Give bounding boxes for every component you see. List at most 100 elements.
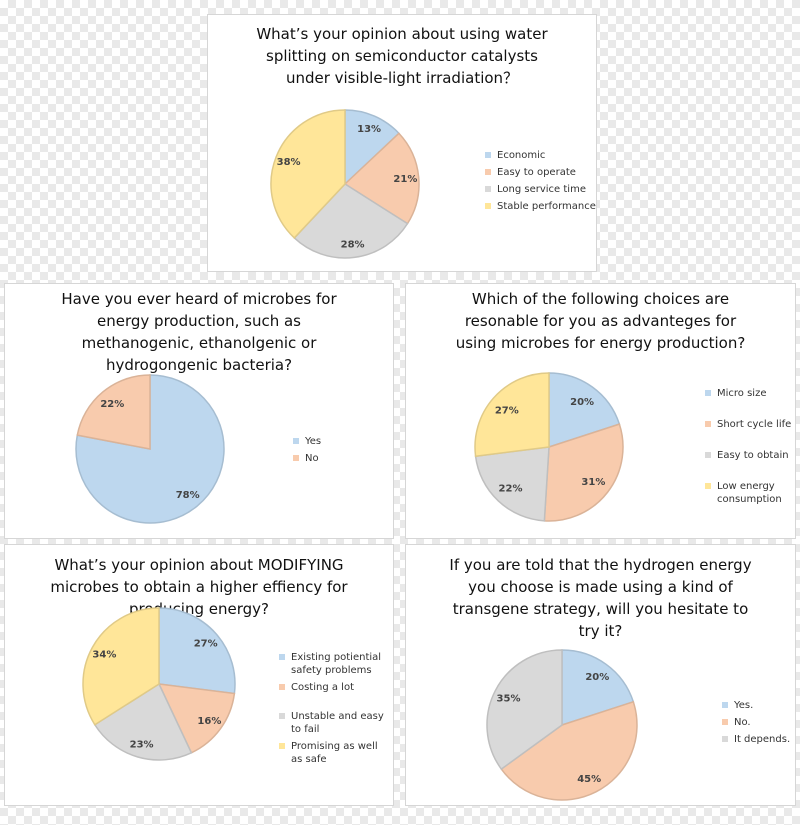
legend-item: Short cycle life: [705, 418, 793, 431]
legend-swatch: [279, 654, 285, 660]
chart-panel-2: Have you ever heard of microbes for ener…: [4, 283, 394, 539]
legend-label: Long service time: [497, 184, 586, 195]
legend-swatch: [705, 421, 711, 427]
legend-label: Easy to operate: [497, 167, 576, 178]
pie-slice-unstable-and-easy-to-fail: [93, 682, 193, 761]
chart-title-1: What’s your opinion about using water sp…: [256, 25, 548, 87]
pie-slice-no: [500, 700, 638, 801]
legend-swatch: [722, 719, 728, 725]
chart-title-5: If you are told that the hydrogen energy…: [449, 556, 752, 640]
pie-slice-promising-as-well-as-safe: [82, 607, 160, 726]
legend-3: Micro size Short cycle life Easy to obta…: [705, 387, 793, 506]
pie-data-label: 78%: [176, 490, 200, 501]
pie-slice-no: [76, 374, 151, 450]
legend-label: Existing potiential safety problems: [291, 652, 382, 676]
legend-swatch: [485, 203, 491, 209]
legend-item: Economic: [485, 149, 596, 162]
pie-data-label: 22%: [100, 399, 124, 410]
legend-item: No: [293, 452, 321, 465]
legend-label: Unstable and easy to fail: [291, 711, 384, 735]
pie-chart-5: 20% 45% 35%: [486, 649, 638, 801]
legend-item: No.: [722, 716, 790, 729]
legend-5: Yes. No. It depends.: [722, 699, 790, 746]
legend-swatch: [485, 186, 491, 192]
legend-2: Yes No: [293, 435, 321, 465]
pie-data-label: 13%: [357, 124, 381, 135]
legend-label: Easy to obtain: [717, 450, 789, 461]
legend-label: Yes: [305, 436, 322, 447]
legend-item: Long service time: [485, 183, 596, 196]
legend-label: Micro size: [717, 388, 767, 399]
pie-chart-4: 27% 16% 23% 34%: [82, 607, 236, 761]
pie-slice-stable-performance: [270, 109, 346, 240]
pie-data-label: 45%: [577, 774, 601, 785]
legend-swatch: [485, 152, 491, 158]
legend-item: Yes.: [722, 699, 790, 712]
legend-item: Promising as well as safe: [279, 740, 391, 766]
pie-data-label: 21%: [393, 174, 417, 185]
pie-slice-long-service-time: [293, 183, 409, 259]
legend-label: Stable performance: [497, 201, 596, 212]
legend-item: Low energy consumption: [705, 480, 793, 506]
legend-swatch: [293, 455, 299, 461]
legend-item: Micro size: [705, 387, 793, 400]
pie-chart-2: 78% 22%: [75, 374, 225, 524]
pie-data-label: 23%: [130, 739, 154, 750]
pie-slice-yes: [561, 649, 635, 727]
pie-data-label: 20%: [585, 672, 609, 683]
pie-data-label: 22%: [499, 484, 523, 495]
legend-swatch: [722, 702, 728, 708]
chart-panel-4: What’s your opinion about MODIFYING micr…: [4, 544, 394, 806]
chart-panel-3: Which of the following choices are reson…: [405, 283, 796, 539]
legend-label: Short cycle life: [717, 419, 792, 430]
legend-item: Existing potiential safety problems: [279, 651, 391, 677]
pie-chart-1: 13% 21% 28% 38%: [270, 109, 420, 259]
legend-label: No: [305, 453, 319, 464]
chart-title-2: Have you ever heard of microbes for ener…: [61, 290, 337, 374]
pie-data-label: 16%: [197, 716, 221, 727]
chart-panel-5: If you are told that the hydrogen energy…: [405, 544, 796, 806]
legend-label: Costing a lot: [291, 682, 354, 693]
legend-item: Easy to obtain: [705, 449, 793, 462]
legend-item: Stable performance: [485, 200, 596, 213]
legend-label: No.: [734, 717, 751, 728]
legend-item: It depends.: [722, 733, 790, 746]
pie-slice-easy-to-operate: [343, 132, 420, 225]
pie-slice-costing-a-lot: [157, 683, 236, 754]
pie-data-label: 28%: [341, 240, 365, 251]
pie-data-label: 38%: [277, 157, 301, 168]
legend-label: Yes.: [734, 700, 754, 711]
legend-swatch: [279, 684, 285, 690]
pie-data-label: 20%: [570, 397, 594, 408]
legend-label: It depends.: [734, 734, 791, 745]
legend-label: Economic: [497, 150, 546, 161]
legend-swatch: [705, 483, 711, 489]
legend-swatch: [485, 169, 491, 175]
legend-swatch: [279, 743, 285, 749]
pie-slice-short-cycle-life: [543, 423, 624, 522]
legend-1: Economic Easy to operate Long service ti…: [485, 149, 596, 213]
pie-slice-existing-potiential-safety-problems: [158, 607, 236, 695]
pie-slice-easy-to-obtain: [474, 446, 550, 522]
pie-data-label: 27%: [495, 405, 519, 416]
chart-panel-1: What’s your opinion about using water sp…: [207, 14, 597, 272]
chart-title-3: Which of the following choices are reson…: [455, 290, 746, 352]
pie-slice-it-depends: [486, 649, 563, 771]
legend-item: Yes: [293, 435, 321, 448]
pie-slice-yes: [75, 374, 225, 524]
pie-chart-3: 20% 31% 22% 27%: [474, 372, 624, 522]
legend-swatch: [722, 736, 728, 742]
legend-item: Unstable and easy to fail: [279, 710, 391, 736]
pie-data-label: 27%: [194, 638, 218, 649]
legend-swatch: [293, 438, 299, 444]
legend-item: Easy to operate: [485, 166, 596, 179]
pie-data-label: 34%: [92, 650, 116, 661]
legend-swatch: [705, 452, 711, 458]
pie-slice-economic: [344, 109, 401, 186]
legend-label: Low energy consumption: [717, 481, 782, 505]
pie-slice-low-energy-consumption: [474, 372, 550, 458]
legend-swatch: [705, 390, 711, 396]
legend-item: Costing a lot: [279, 681, 391, 694]
legend-label: Promising as well as safe: [291, 741, 378, 765]
legend-swatch: [279, 713, 285, 719]
